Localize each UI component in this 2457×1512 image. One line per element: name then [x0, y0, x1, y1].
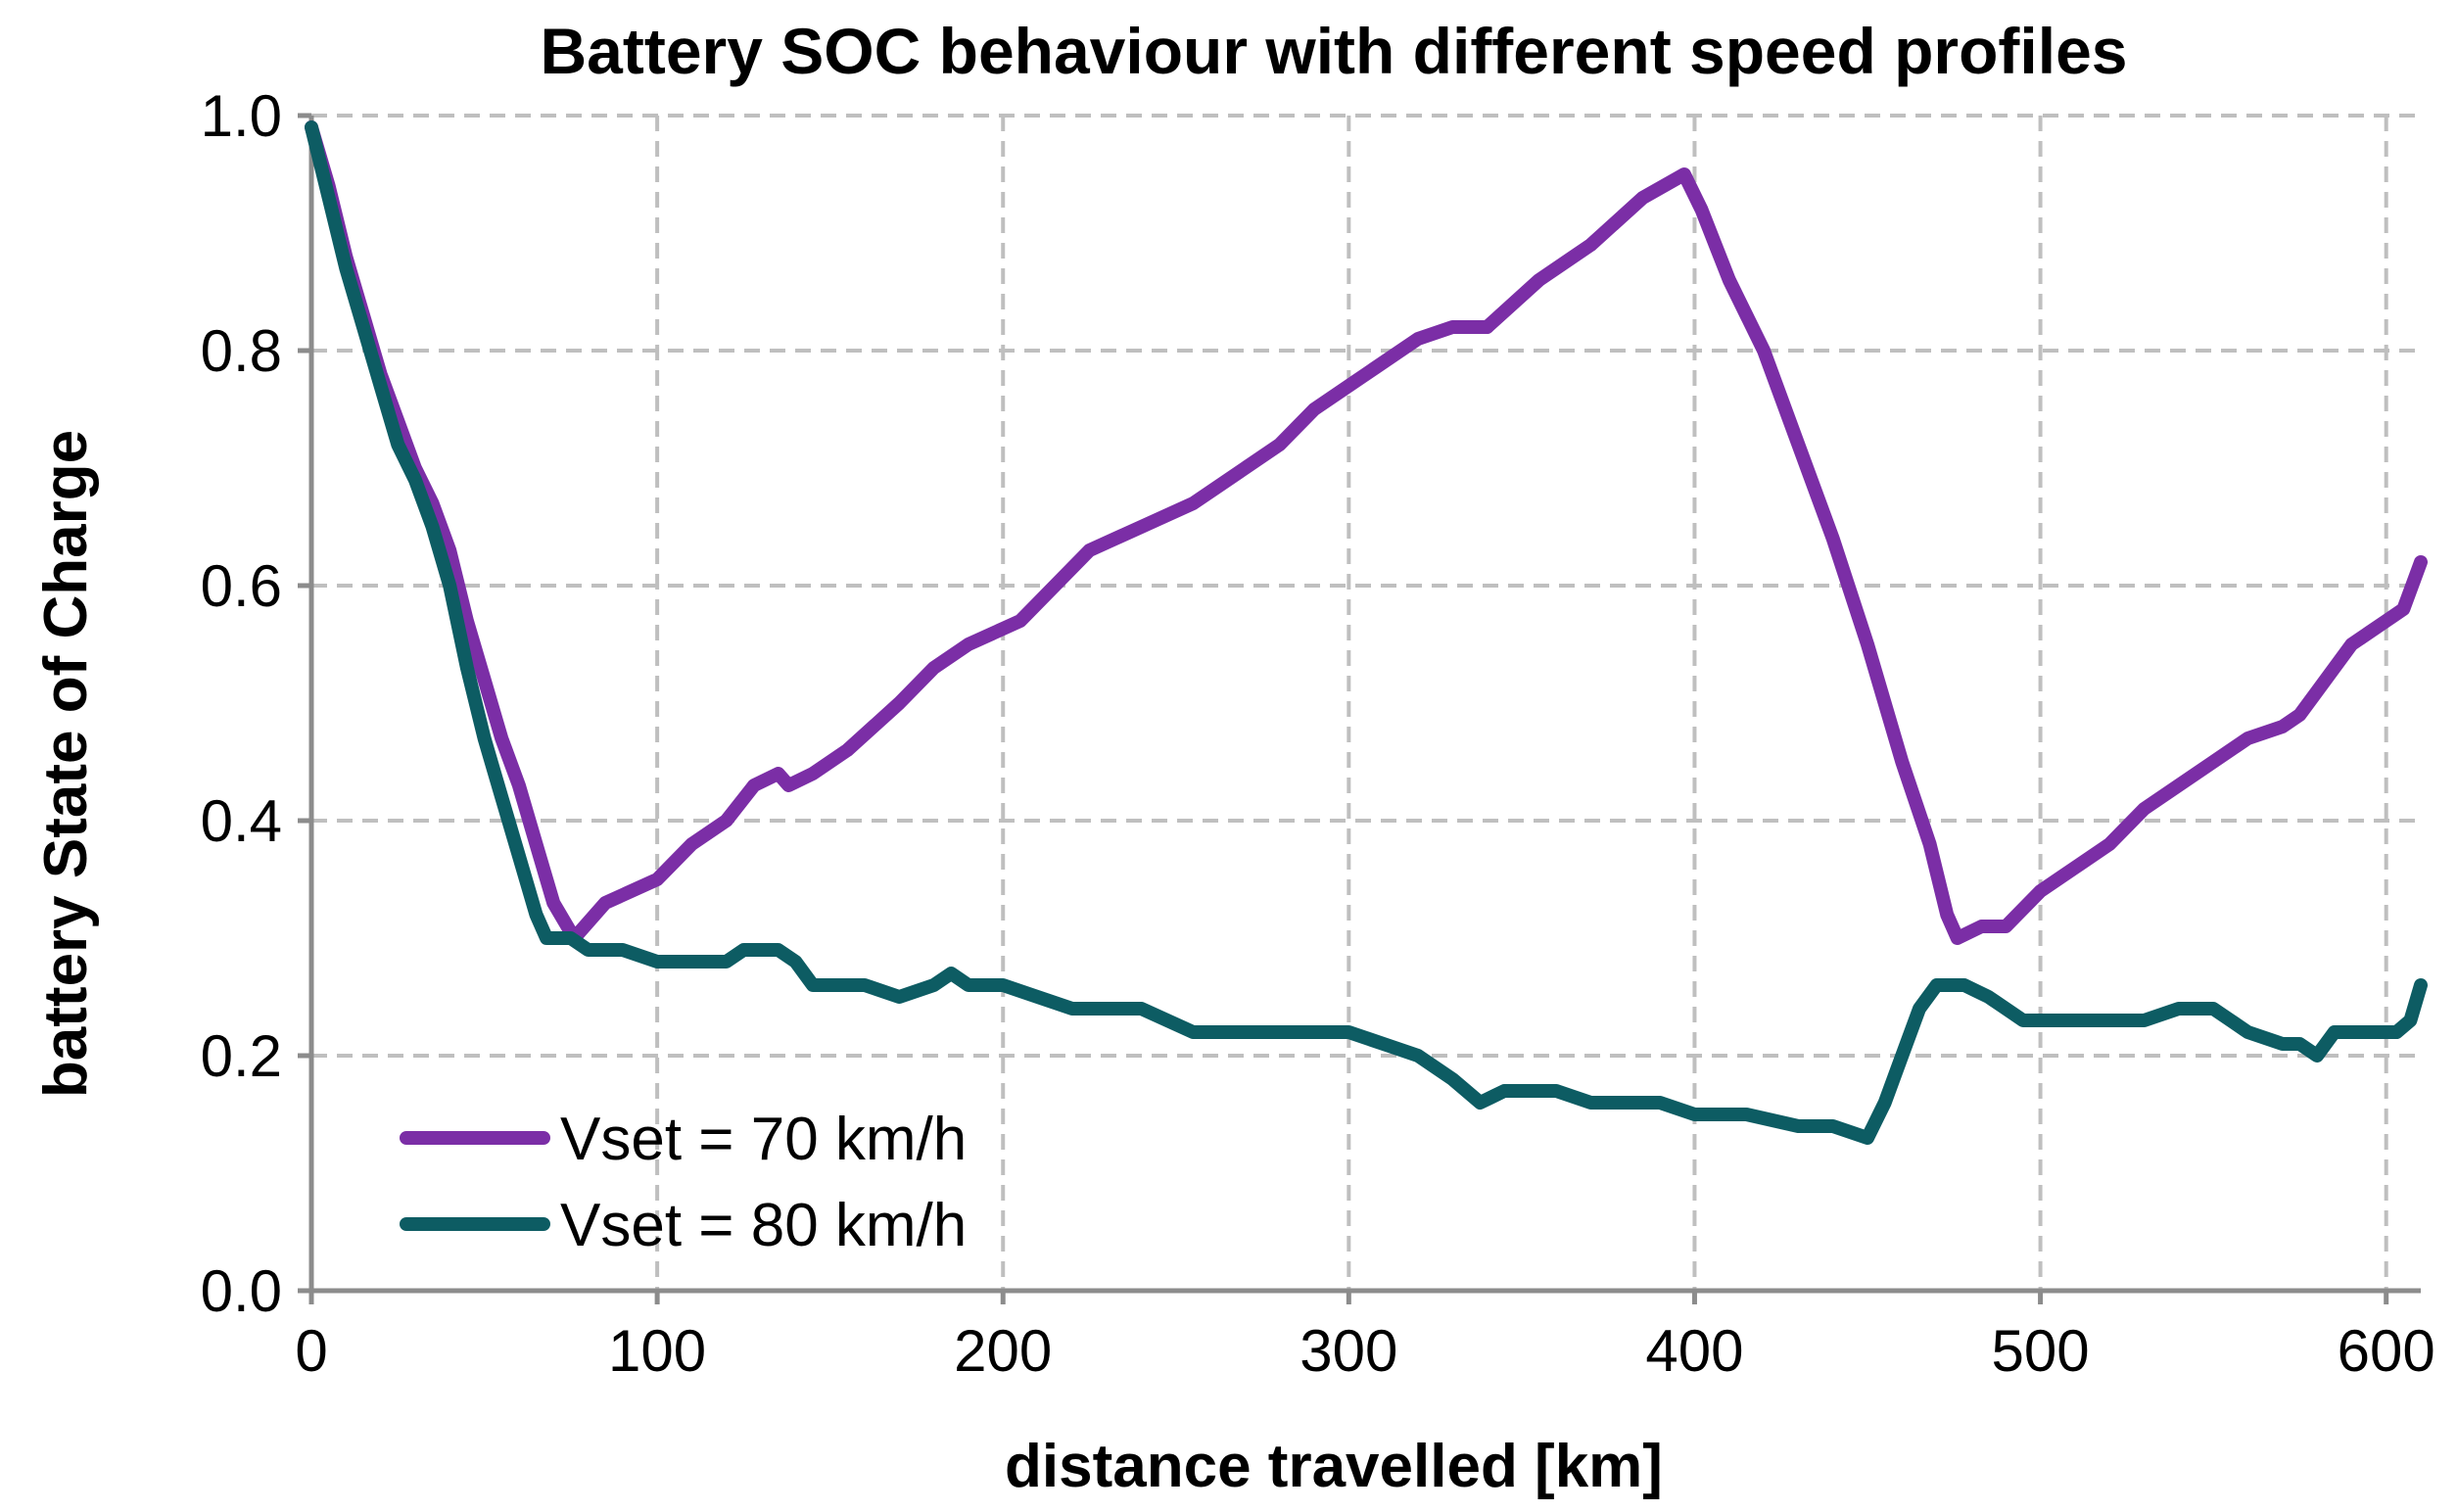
x-tick-label: 600: [2338, 1318, 2435, 1384]
series-layer: [305, 120, 2428, 1145]
y-tick-label: 0.2: [201, 1023, 282, 1089]
legend: Vset = 70 km/h Vset = 80 km/h: [400, 1106, 967, 1259]
axes-layer: [298, 113, 2421, 1304]
x-tick-label: 500: [1992, 1318, 2090, 1384]
x-tick-label: 100: [608, 1318, 706, 1384]
tick-label-layer: 0.0 0.2 0.4 0.6 0.8 1.0 0 100 200 300 400 500 600: [201, 83, 2435, 1384]
legend-label-vset-80: Vset = 80 km/h: [560, 1192, 967, 1259]
x-tick-label: 0: [295, 1318, 327, 1384]
series-line-vset-80-km-h: [305, 120, 2428, 1145]
y-tick-label: 0.8: [201, 318, 282, 384]
series-line-vset-70-km-h: [305, 120, 2428, 945]
y-tick-label: 1.0: [201, 83, 282, 149]
chart-title: Battery SOC behaviour with different spe…: [541, 15, 2128, 87]
x-tick-label: 300: [1299, 1318, 1397, 1384]
x-tick-label: 200: [954, 1318, 1052, 1384]
grid-layer: [311, 114, 2421, 1291]
y-tick-label: 0.4: [201, 788, 282, 854]
x-tick-label: 400: [1645, 1318, 1743, 1384]
x-axis-label: distance travelled [km]: [1005, 1433, 1663, 1500]
y-tick-label: 0.0: [201, 1258, 282, 1324]
y-axis-label: battery State of Charge: [32, 430, 100, 1098]
y-tick-label: 0.6: [201, 553, 282, 619]
legend-label-vset-70: Vset = 70 km/h: [560, 1106, 967, 1173]
